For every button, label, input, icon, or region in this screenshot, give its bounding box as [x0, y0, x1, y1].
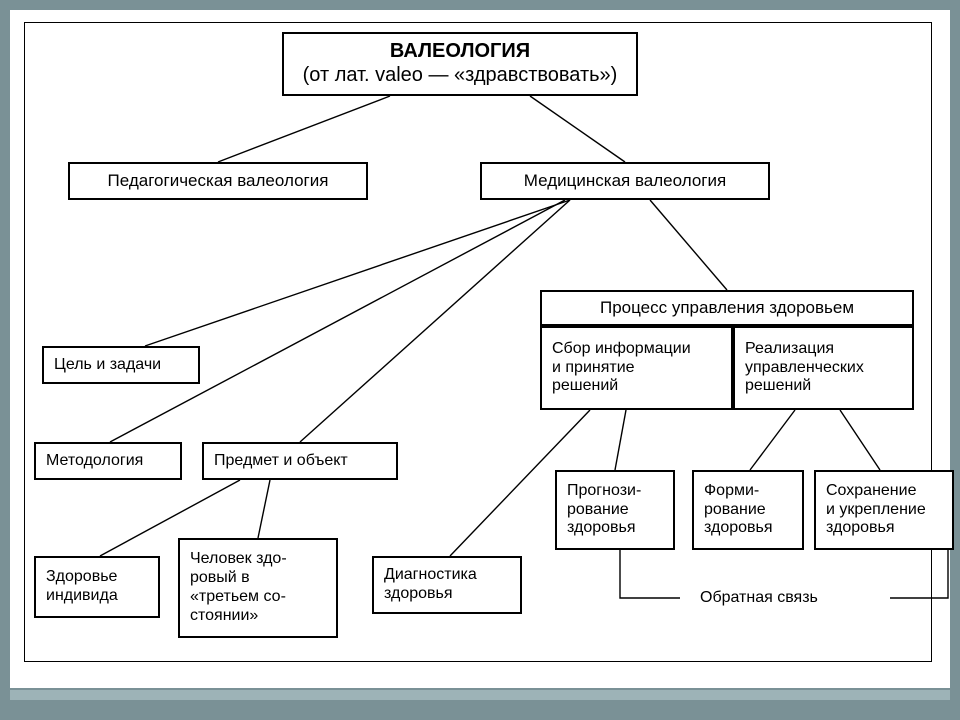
node-text-line: решений [745, 377, 902, 396]
node-text-line: «третьем со- [190, 588, 326, 607]
node-text-line: Сохранение [826, 482, 942, 501]
node-text-line: стоянии» [190, 607, 326, 626]
node-sbor: Сбор информациии принятиерешений [540, 326, 733, 410]
node-text-line: Диагностика [384, 566, 510, 585]
node-text-line: Цель и задачи [54, 356, 188, 375]
node-real: Реализацияуправленческихрешений [733, 326, 914, 410]
node-sokhr: Сохранениеи укреплениездоровья [814, 470, 954, 550]
node-text-line: Сбор информации [552, 340, 721, 359]
node-methodology: Методология [34, 442, 182, 480]
node-text-line: здоровья [704, 519, 792, 538]
node-text-line: ровый в [190, 569, 326, 588]
node-text-line: Форми- [704, 482, 792, 501]
node-root: ВАЛЕОЛОГИЯ(от лат. valeo — «здравствоват… [282, 32, 638, 96]
node-formir: Форми-рованиездоровья [692, 470, 804, 550]
node-text-line: индивида [46, 587, 148, 606]
node-text-line: решений [552, 377, 721, 396]
node-text-line: здоровья [384, 585, 510, 604]
node-subject: Предмет и объект [202, 442, 398, 480]
node-process: Процесс управления здоровьем [540, 290, 914, 326]
node-text-line: и принятие [552, 359, 721, 378]
page-background: ВАЛЕОЛОГИЯ(от лат. valeo — «здравствоват… [0, 0, 960, 720]
node-text-line: Здоровье [46, 568, 148, 587]
node-third-state: Человек здо-ровый в«третьем со-стоянии» [178, 538, 338, 638]
feedback-label: Обратная связь [700, 589, 880, 613]
node-text-line: Медицинская валеология [492, 171, 758, 191]
node-text-line: здоровья [826, 519, 942, 538]
node-text-line: Методология [46, 452, 170, 471]
node-text-line: Процесс управления здоровьем [552, 298, 902, 318]
node-medical: Медицинская валеология [480, 162, 770, 200]
node-text-line: (от лат. valeo — «здравствовать») [294, 64, 626, 88]
node-text-line: и укрепление [826, 501, 942, 520]
bottom-bar [10, 690, 950, 700]
node-text-line: рование [567, 501, 663, 520]
node-text-line: Реализация [745, 340, 902, 359]
node-text-line: рование [704, 501, 792, 520]
node-text-line: ВАЛЕОЛОГИЯ [294, 40, 626, 64]
node-text-line: Предмет и объект [214, 452, 386, 471]
node-pedagogical: Педагогическая валеология [68, 162, 368, 200]
node-goal: Цель и задачи [42, 346, 200, 384]
node-health-individual: Здоровьеиндивида [34, 556, 160, 618]
node-text-line: Человек здо- [190, 550, 326, 569]
node-text-line: здоровья [567, 519, 663, 538]
node-text-line: Педагогическая валеология [80, 171, 356, 191]
node-text-line: Прогнози- [567, 482, 663, 501]
diagram-sheet: ВАЛЕОЛОГИЯ(от лат. valeo — «здравствоват… [10, 10, 950, 688]
node-text-line: Обратная связь [700, 589, 818, 606]
node-prognoz: Прогнози-рованиездоровья [555, 470, 675, 550]
node-text-line: управленческих [745, 359, 902, 378]
node-diagnostics: Диагностиказдоровья [372, 556, 522, 614]
